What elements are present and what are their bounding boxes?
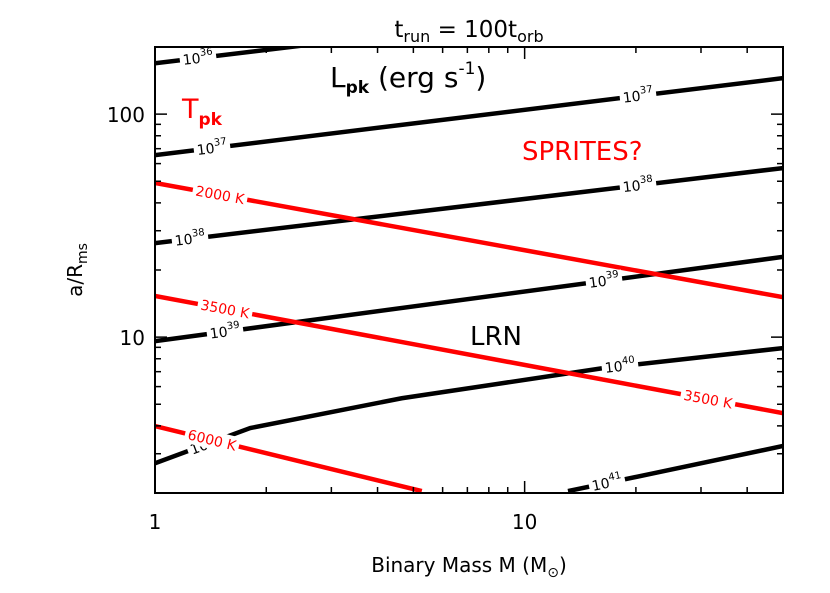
label-exp: 37 (639, 84, 653, 96)
y-tick-label: 10 (120, 326, 145, 350)
label-exp: 38 (191, 227, 205, 239)
contour-label: 1039 (205, 320, 245, 344)
label-exp: 40 (621, 355, 635, 367)
label-base: 10 (196, 141, 216, 159)
label-background (600, 355, 640, 378)
label-background (679, 385, 737, 414)
label-background (196, 295, 254, 323)
label-exp: 41 (607, 470, 622, 483)
label-base: 10 (622, 178, 642, 196)
contour-label: 1037 (618, 84, 658, 108)
label-base: 10 (604, 359, 623, 377)
contour-label-text: 1039 (209, 320, 242, 343)
label-base: 10 (622, 89, 642, 107)
label-exp: 38 (639, 174, 653, 186)
label-background (192, 136, 232, 160)
label-base: 10 (174, 232, 194, 250)
axes: 1 10 10 100 (107, 46, 784, 534)
label-base: 10 (182, 51, 202, 69)
x-tick-label: 10 (512, 510, 537, 534)
contour-label-text: 1039 (588, 269, 621, 292)
label-exp: 36 (199, 46, 213, 58)
contour-label: 1041 (587, 470, 627, 496)
label-base: 10 (591, 476, 612, 495)
label-background (191, 181, 249, 209)
label-background (205, 320, 245, 344)
annotation: Lpk (erg s-1) (330, 59, 486, 98)
contour-label-text: 1037 (196, 136, 229, 159)
contour-label-text: 1037 (622, 84, 655, 107)
contour-line (155, 75, 783, 158)
label-background (170, 227, 210, 251)
contour-label-text: 1036 (182, 46, 215, 69)
contour-label: 1036 (178, 46, 218, 70)
contour-label-text: 1038 (174, 227, 207, 249)
y-axis-label: a/Rms (63, 243, 91, 297)
annotation: SPRITES? (522, 137, 643, 167)
contour-label: 1037 (192, 136, 232, 160)
annotation: Tpk (181, 94, 223, 130)
contour-label: 1040 (600, 355, 640, 378)
contour-label-text: 1041 (590, 470, 624, 495)
label-exp: 39 (226, 320, 240, 333)
y-tick-label: 100 (107, 103, 145, 127)
chart-title: trun = 100torb (394, 17, 543, 46)
contour-line (155, 254, 783, 344)
label-background (587, 470, 627, 496)
contour-label-text: 1040 (604, 355, 636, 377)
label-base: 10 (209, 324, 229, 342)
contour-line (155, 165, 783, 246)
contour-label: 1038 (618, 174, 658, 197)
label-exp: 37 (213, 136, 227, 148)
contour-label: 1039 (584, 269, 624, 293)
contour-label-text: 1038 (622, 174, 655, 196)
label-background (618, 174, 658, 197)
label-background (183, 424, 241, 456)
label-background (618, 84, 658, 108)
label-base: 10 (588, 274, 608, 292)
contour-line (155, 293, 783, 416)
contour-line (155, 180, 783, 300)
label-background (178, 46, 218, 70)
label-background (584, 269, 624, 293)
x-tick-label: 1 (149, 510, 162, 534)
label-exp: 39 (605, 269, 619, 282)
annotation: LRN (470, 322, 522, 352)
x-axis-label: Binary Mass M (M⊙) (371, 553, 567, 581)
contour-label: 1038 (170, 227, 210, 251)
